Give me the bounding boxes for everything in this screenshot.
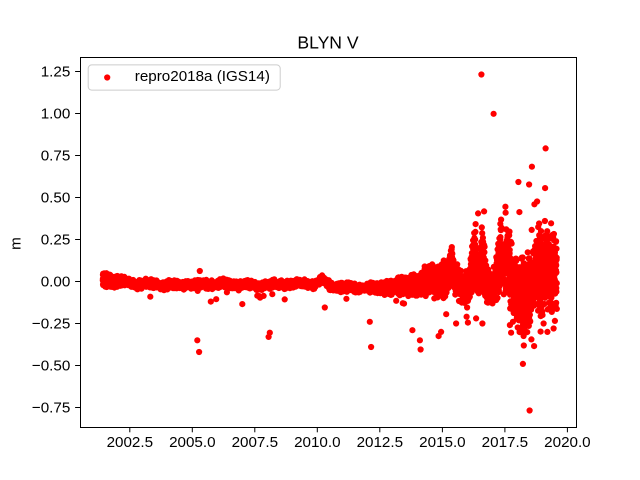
svg-text:2017.5: 2017.5 — [482, 434, 528, 451]
svg-text:0.50: 0.50 — [41, 190, 71, 207]
svg-text:2012.5: 2012.5 — [357, 434, 403, 451]
svg-text:0.25: 0.25 — [41, 232, 71, 249]
svg-text:2010.0: 2010.0 — [294, 434, 340, 451]
svg-text:2005.0: 2005.0 — [169, 434, 215, 451]
svg-text:1.25: 1.25 — [41, 64, 71, 81]
svg-text:−0.25: −0.25 — [32, 316, 70, 333]
svg-text:0.75: 0.75 — [41, 148, 71, 165]
svg-text:BLYN V: BLYN V — [297, 32, 359, 52]
svg-text:m: m — [8, 237, 25, 250]
svg-text:−0.50: −0.50 — [32, 358, 70, 375]
svg-text:repro2018a (IGS14): repro2018a (IGS14) — [135, 68, 270, 85]
svg-text:1.00: 1.00 — [41, 106, 71, 123]
svg-text:2015.0: 2015.0 — [419, 434, 465, 451]
svg-text:−0.75: −0.75 — [32, 400, 70, 417]
svg-text:2002.5: 2002.5 — [107, 434, 153, 451]
svg-text:0.00: 0.00 — [41, 274, 71, 291]
svg-text:2020.0: 2020.0 — [544, 434, 590, 451]
svg-text:2007.5: 2007.5 — [232, 434, 278, 451]
